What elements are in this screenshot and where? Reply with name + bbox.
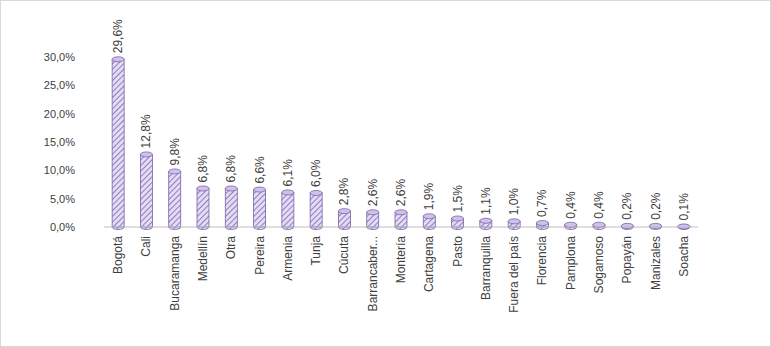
bar	[112, 59, 124, 227]
data-label: 0,4%	[564, 191, 578, 219]
data-label: 6,6%	[253, 156, 267, 184]
x-axis	[104, 227, 698, 228]
y-tick	[100, 85, 103, 86]
y-tick	[100, 170, 103, 171]
bar-cap	[565, 222, 577, 227]
bar-cap	[536, 221, 548, 226]
bar	[140, 154, 152, 227]
y-tick	[100, 57, 103, 58]
chart: 0,0% 5,0% 10,0% 15,0% 20,0% 25,0% 30,0% 29,6% 12…	[0, 0, 771, 347]
bar-cap	[197, 186, 209, 191]
x-tick-label: Pasto	[451, 236, 465, 267]
bar-cap	[678, 224, 690, 229]
data-label: 0,2%	[649, 192, 663, 220]
data-label: 9,8%	[168, 138, 182, 166]
bar	[169, 171, 181, 227]
y-tick	[100, 198, 103, 199]
data-label: 0,1%	[677, 193, 691, 221]
x-tick-label: Cúcuta	[337, 236, 351, 274]
bar-cap	[650, 223, 662, 228]
x-tick-label: Popayán	[620, 236, 634, 283]
data-label: 0,4%	[592, 191, 606, 219]
x-tick-label: Otra	[224, 236, 238, 260]
y-tick	[100, 113, 103, 114]
y-tick-label: 25,0%	[44, 79, 75, 91]
x-tick-label: Tunja	[309, 236, 323, 266]
data-label: 6,8%	[224, 155, 238, 183]
data-label: 1,9%	[422, 183, 436, 211]
bar-cap	[140, 152, 152, 157]
y-tick-label: 30,0%	[44, 51, 75, 63]
y-tick	[100, 142, 103, 143]
x-tick-label: Montería	[394, 236, 408, 284]
bar-cap	[508, 219, 520, 224]
y-tick-label: 5,0%	[50, 193, 75, 205]
data-label: 29,6%	[111, 19, 125, 53]
bar-cap	[112, 57, 124, 62]
bar-cap	[395, 210, 407, 215]
x-tick-label: Pereira	[253, 236, 267, 275]
bar-cap	[367, 210, 379, 215]
x-tick-label: Bogotá	[111, 236, 125, 274]
data-label: 2,6%	[366, 179, 380, 207]
x-tick-label: Bucaramanga	[168, 236, 182, 311]
data-label: 1,5%	[451, 185, 465, 213]
bar-cap	[282, 190, 294, 195]
bar	[310, 193, 322, 227]
x-tick-label: Medellín	[196, 236, 210, 281]
bar-cap	[621, 223, 633, 228]
y-tick-label: 10,0%	[44, 164, 75, 176]
bar-cap	[310, 191, 322, 196]
y-tick-label: 20,0%	[44, 108, 75, 120]
x-tick-label: Fuera del país	[507, 236, 521, 313]
y-tick-label: 15,0%	[44, 136, 75, 148]
bar	[254, 190, 266, 227]
bar-cap	[452, 216, 464, 221]
bar	[197, 188, 209, 227]
bar-cap	[254, 187, 266, 192]
data-label: 6,1%	[281, 159, 295, 187]
x-tick-label: Florencia	[535, 236, 549, 286]
x-tick-label: Sogamoso	[592, 236, 606, 294]
data-label: 1,1%	[479, 187, 493, 215]
data-label: 6,8%	[196, 155, 210, 183]
bar-cap	[338, 209, 350, 214]
bar-cap	[480, 218, 492, 223]
data-label: 1,0%	[507, 188, 521, 216]
bar	[225, 188, 237, 227]
x-tick-label: Manizales	[649, 236, 663, 290]
bar-cap	[423, 214, 435, 219]
x-tick-label: Soacha	[677, 236, 691, 277]
data-label: 12,8%	[139, 114, 153, 148]
bar-cap	[225, 186, 237, 191]
x-tick-label: Barrancaber...	[366, 236, 380, 311]
x-tick-label: Cartagena	[422, 236, 436, 292]
bar-cap	[169, 169, 181, 174]
y-tick	[100, 227, 103, 228]
chart-frame	[1, 1, 771, 347]
data-label: 0,2%	[620, 192, 634, 220]
bar	[282, 192, 294, 227]
y-tick-label: 0,0%	[50, 221, 75, 233]
bar-cap	[593, 222, 605, 227]
data-label: 0,7%	[535, 189, 549, 217]
bars	[112, 57, 690, 230]
x-tick-label: Barranquilla	[479, 236, 493, 300]
data-label: 2,8%	[337, 177, 351, 205]
x-tick-label: Pamplona	[564, 236, 578, 290]
data-label: 2,6%	[394, 179, 408, 207]
data-label: 6,0%	[309, 159, 323, 187]
x-tick-label: Armenia	[281, 236, 295, 281]
x-tick-label: Cali	[139, 236, 153, 257]
